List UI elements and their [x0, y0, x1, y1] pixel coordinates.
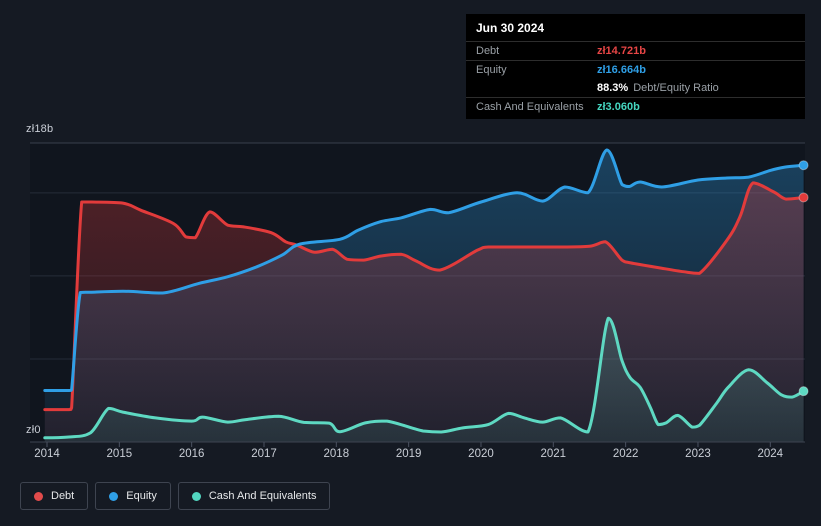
x-axis-label-2019: 2019 [396, 448, 422, 460]
tooltip-cash-value: zł3.060b [597, 101, 640, 113]
legend-item-debt[interactable]: Debt [20, 482, 88, 510]
equity-end-marker [799, 161, 808, 170]
tooltip-row-cash: Cash And Equivalents zł3.060b [466, 98, 805, 119]
tooltip-debt-label: Debt [476, 45, 597, 57]
tooltip-ratio-value: 88.3% [597, 82, 628, 94]
legend-cash-label: Cash And Equivalents [209, 490, 317, 502]
legend-debt-label: Debt [51, 490, 74, 502]
debt-equity-chart-panel: zł18b zł0 2014 2015 2016 2017 2018 2019 2020 20… [0, 0, 821, 526]
x-axis-label-2023: 2023 [685, 448, 711, 460]
x-axis-label-2014: 2014 [34, 448, 60, 460]
y-axis-label-top: zł18b [26, 123, 53, 135]
legend-item-equity[interactable]: Equity [95, 482, 171, 510]
tooltip-row-debt: Debt zł14.721b [466, 42, 805, 61]
x-axis-label-2024: 2024 [758, 448, 784, 460]
cash-end-marker [799, 387, 808, 396]
x-axis-label-2021: 2021 [541, 448, 567, 460]
tooltip-debt-value: zł14.721b [597, 45, 646, 57]
x-axis-label-2015: 2015 [107, 448, 133, 460]
y-axis-label-zero: zł0 [26, 424, 41, 436]
tooltip-ratio-label: Debt/Equity Ratio [633, 82, 719, 94]
legend-item-cash[interactable]: Cash And Equivalents [178, 482, 331, 510]
tooltip-ratio: 88.3% Debt/Equity Ratio [597, 82, 719, 94]
chart-tooltip: Jun 30 2024 Debt zł14.721b Equity zł16.6… [466, 14, 805, 119]
cash-series-dot-icon [192, 492, 201, 501]
tooltip-row-equity: Equity zł16.664b [466, 61, 805, 79]
chart-legend: Debt Equity Cash And Equivalents [20, 482, 330, 510]
debt-series-dot-icon [34, 492, 43, 501]
tooltip-row-ratio: 88.3% Debt/Equity Ratio [466, 79, 805, 98]
tooltip-equity-value: zł16.664b [597, 64, 646, 76]
x-axis-label-2016: 2016 [179, 448, 205, 460]
x-axis-label-2017: 2017 [251, 448, 277, 460]
debt-end-marker [799, 193, 808, 202]
tooltip-date: Jun 30 2024 [466, 14, 805, 42]
legend-equity-label: Equity [126, 490, 157, 502]
x-axis-label-2020: 2020 [468, 448, 494, 460]
x-axis-label-2018: 2018 [324, 448, 350, 460]
x-axis-label-2022: 2022 [613, 448, 639, 460]
tooltip-cash-label: Cash And Equivalents [476, 101, 597, 113]
tooltip-equity-label: Equity [476, 64, 597, 76]
equity-series-dot-icon [109, 492, 118, 501]
